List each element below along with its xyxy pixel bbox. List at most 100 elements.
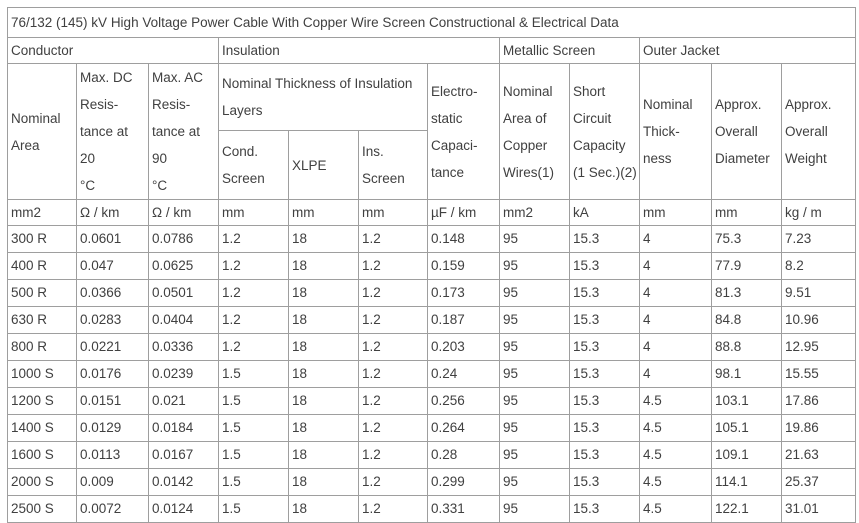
table-title: 76/132 (145) kV High Voltage Power Cable…: [6, 7, 857, 38]
unit-cell: mm: [288, 199, 359, 226]
data-cell: 98.1: [711, 360, 782, 388]
data-cell: 15.3: [569, 468, 640, 496]
data-cell: 0.0124: [148, 495, 219, 523]
data-cell: 15.3: [569, 441, 640, 469]
data-cell: 1.5: [218, 468, 289, 496]
data-cell: 1.2: [358, 279, 428, 307]
data-cell: 15.3: [569, 387, 640, 415]
data-cell: 0.021: [148, 387, 219, 415]
unit-cell: mm: [639, 199, 712, 226]
cable-spec-table: 76/132 (145) kV High Voltage Power Cable…: [6, 7, 857, 523]
data-cell: 18: [288, 414, 359, 442]
data-cell: 0.0072: [76, 495, 149, 523]
table-row: 800 R 0.0221 0.0336 1.2 18 1.2 0.203 95 15.3 4 88.…: [7, 333, 857, 361]
unit-cell: Ω / km: [148, 199, 219, 226]
row-label-cell: 800 R: [7, 333, 77, 361]
data-cell: 95: [499, 414, 570, 442]
col-header-insulation-layers: Nominal Thickness of Insulation Layers: [218, 62, 428, 132]
data-cell: 84.8: [711, 306, 782, 334]
data-cell: 1.2: [358, 495, 428, 523]
data-cell: 4.5: [639, 387, 712, 415]
data-cell: 15.3: [569, 279, 640, 307]
data-cell: 15.3: [569, 252, 640, 280]
unit-cell: kg / m: [780, 199, 857, 226]
data-cell: 31.01: [780, 495, 857, 523]
row-label-cell: 400 R: [7, 252, 77, 280]
data-cell: 1.2: [358, 225, 428, 253]
col-header-nominal-area: Nominal Area: [7, 63, 77, 200]
data-cell: 0.0129: [76, 414, 149, 442]
data-cell: 15.3: [569, 333, 640, 361]
data-cell: 0.009: [76, 468, 149, 496]
col-header-xlpe: XLPE: [288, 130, 359, 200]
unit-cell: mm2: [7, 199, 77, 226]
column-header-row-lower: Cond. Screen XLPE Ins. Screen: [8, 130, 856, 200]
data-cell: 15.3: [569, 495, 640, 523]
data-cell: 95: [499, 333, 570, 361]
table-row: 2500 S 0.0072 0.0124 1.5 18 1.2 0.331 95 15.3 4.5…: [7, 495, 857, 523]
data-cell: 95: [499, 225, 570, 253]
data-cell: 0.047: [76, 252, 149, 280]
data-cell: 15.55: [780, 360, 857, 388]
data-cell: 1.2: [358, 252, 428, 280]
data-cell: 4: [639, 252, 712, 280]
units-row: mm2 Ω / km Ω / km mm mm mm µF / km mm2 kA mm mm kg …: [7, 199, 857, 226]
col-header-jacket-thickness: Nominal Thick- ness: [639, 63, 712, 200]
data-cell: 0.0404: [148, 306, 219, 334]
data-cell: 1.2: [358, 306, 428, 334]
data-cell: 122.1: [711, 495, 782, 523]
data-cell: 4: [639, 225, 712, 253]
data-cell: 15.3: [569, 360, 640, 388]
data-cell: 4: [639, 360, 712, 388]
table-row: 1200 S 0.0151 0.021 1.5 18 1.2 0.256 95 15.3 4.5 1…: [7, 387, 857, 415]
table-row: 630 R 0.0283 0.0404 1.2 18 1.2 0.187 95 15.3 4 84.…: [7, 306, 857, 334]
row-label-cell: 1200 S: [7, 387, 77, 415]
data-cell: 0.0786: [148, 225, 219, 253]
data-cell: 0.256: [427, 387, 500, 415]
data-cell: 0.203: [427, 333, 500, 361]
row-label-cell: 2500 S: [7, 495, 77, 523]
data-cell: 1.2: [358, 387, 428, 415]
unit-cell: µF / km: [427, 199, 500, 226]
data-cell: 0.0167: [148, 441, 219, 469]
data-cell: 1.2: [218, 333, 289, 361]
data-cell: 7.23: [780, 225, 857, 253]
group-header-row: Conductor Insulation Metallic Screen Out…: [7, 37, 857, 64]
group-header-conductor: Conductor: [7, 37, 219, 64]
data-cell: 1.2: [358, 360, 428, 388]
data-cell: 4.5: [639, 414, 712, 442]
data-cell: 10.96: [780, 306, 857, 334]
data-cell: 0.264: [427, 414, 500, 442]
data-cell: 25.37: [780, 468, 857, 496]
data-cell: 1.2: [218, 252, 289, 280]
data-cell: 105.1: [711, 414, 782, 442]
data-cell: 0.0239: [148, 360, 219, 388]
data-cell: 18: [288, 360, 359, 388]
unit-cell: mm: [711, 199, 782, 226]
data-cell: 95: [499, 279, 570, 307]
row-label-cell: 1000 S: [7, 360, 77, 388]
table-row: 1400 S 0.0129 0.0184 1.5 18 1.2 0.264 95 15.3 4.5…: [7, 414, 857, 442]
table-row: 1000 S 0.0176 0.0239 1.5 18 1.2 0.24 95 15.3 4 98.…: [7, 360, 857, 388]
data-cell: 21.63: [780, 441, 857, 469]
col-header-electrostatic-capacitance: Electro- static Capaci- tance: [427, 63, 500, 200]
data-cell: 0.0366: [76, 279, 149, 307]
data-cell: 0.0113: [76, 441, 149, 469]
data-cell: 8.2: [780, 252, 857, 280]
data-cell: 0.0221: [76, 333, 149, 361]
data-cell: 0.0151: [76, 387, 149, 415]
col-header-overall-diameter: Approx. Overall Diameter: [711, 63, 782, 200]
data-cell: 1.5: [218, 387, 289, 415]
data-cell: 114.1: [711, 468, 782, 496]
row-label-cell: 630 R: [7, 306, 77, 334]
data-cell: 0.0184: [148, 414, 219, 442]
data-cell: 0.24: [427, 360, 500, 388]
table-row: 1600 S 0.0113 0.0167 1.5 18 1.2 0.28 95 15.3 4.5 1…: [7, 441, 857, 469]
data-cell: 1.2: [218, 225, 289, 253]
data-cell: 0.0283: [76, 306, 149, 334]
row-label-cell: 500 R: [7, 279, 77, 307]
row-label-cell: 2000 S: [7, 468, 77, 496]
data-cell: 4: [639, 306, 712, 334]
col-header-ins-screen: Ins. Screen: [358, 130, 428, 200]
data-cell: 18: [288, 252, 359, 280]
